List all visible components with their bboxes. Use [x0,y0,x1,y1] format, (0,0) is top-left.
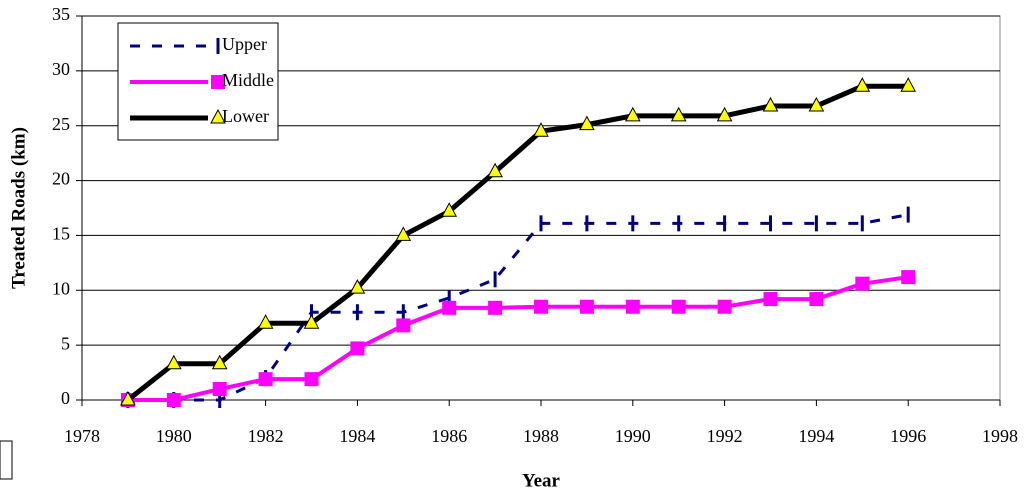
marker [579,115,595,131]
marker [216,38,220,54]
marker [631,215,635,232]
y-tick-label: 15 [52,224,70,244]
x-tick-label: 1992 [707,426,743,446]
x-tick-label: 1986 [431,426,467,446]
legend-label: Lower [222,106,269,126]
marker [625,299,640,314]
marker [677,215,681,232]
marker [165,354,182,370]
frame-box [0,440,13,480]
legend-label: Upper [222,34,267,54]
marker [211,75,225,89]
y-tick-label: 35 [52,4,70,24]
marker [539,215,543,232]
y-tick-label: 10 [52,278,70,298]
legend-label: Middle [222,70,274,90]
marker [310,304,313,321]
x-tick-label: 1996 [890,426,926,446]
x-tick-label: 1998 [982,426,1018,446]
series-line [126,83,909,402]
marker [303,314,320,329]
marker [854,77,871,92]
marker [723,215,727,232]
series-line [127,275,909,402]
x-tick-label: 1988 [523,426,559,446]
marker [533,122,549,137]
x-tick-label: 1990 [615,426,651,446]
marker [906,206,910,223]
marker [901,270,916,285]
marker [355,304,359,321]
marker [211,354,228,370]
x-tick-label: 1980 [156,426,192,446]
marker [350,341,365,356]
marker [396,318,411,333]
marker [166,393,181,407]
marker [493,271,497,288]
x-tick-label: 1984 [339,426,375,446]
marker [534,299,548,314]
marker [447,289,451,306]
marker [218,392,222,408]
marker [808,96,825,112]
marker [579,299,594,314]
marker [442,300,457,315]
marker [441,202,458,217]
y-tick-label: 30 [52,59,70,79]
marker [763,292,778,307]
marker [814,215,818,232]
marker [212,382,227,397]
marker [624,106,641,122]
marker [900,77,917,92]
marker [304,372,319,387]
y-tick-label: 25 [52,114,70,134]
marker [670,106,687,122]
marker [258,372,273,387]
marker [488,300,503,315]
marker [120,390,136,406]
y-tick-label: 0 [61,388,70,408]
marker [855,276,870,291]
marker [257,314,274,329]
x-tick-label: 1978 [64,426,100,446]
marker [769,215,772,232]
x-tick-label: 1982 [248,426,284,446]
marker [671,299,686,314]
y-axis-label: Treated Roads (km) [8,127,29,289]
marker [210,108,226,124]
x-axis-label: Year [522,470,561,491]
marker [860,215,864,232]
marker [716,106,733,122]
marker [809,292,824,307]
marker [349,279,366,294]
marker [762,96,779,112]
x-tick-label: 1994 [798,426,834,446]
marker [717,299,732,314]
marker [585,215,589,232]
y-tick-label: 20 [52,169,70,189]
marker [395,226,412,241]
y-tick-label: 5 [61,333,70,353]
marker [487,162,503,178]
marker [401,304,405,321]
